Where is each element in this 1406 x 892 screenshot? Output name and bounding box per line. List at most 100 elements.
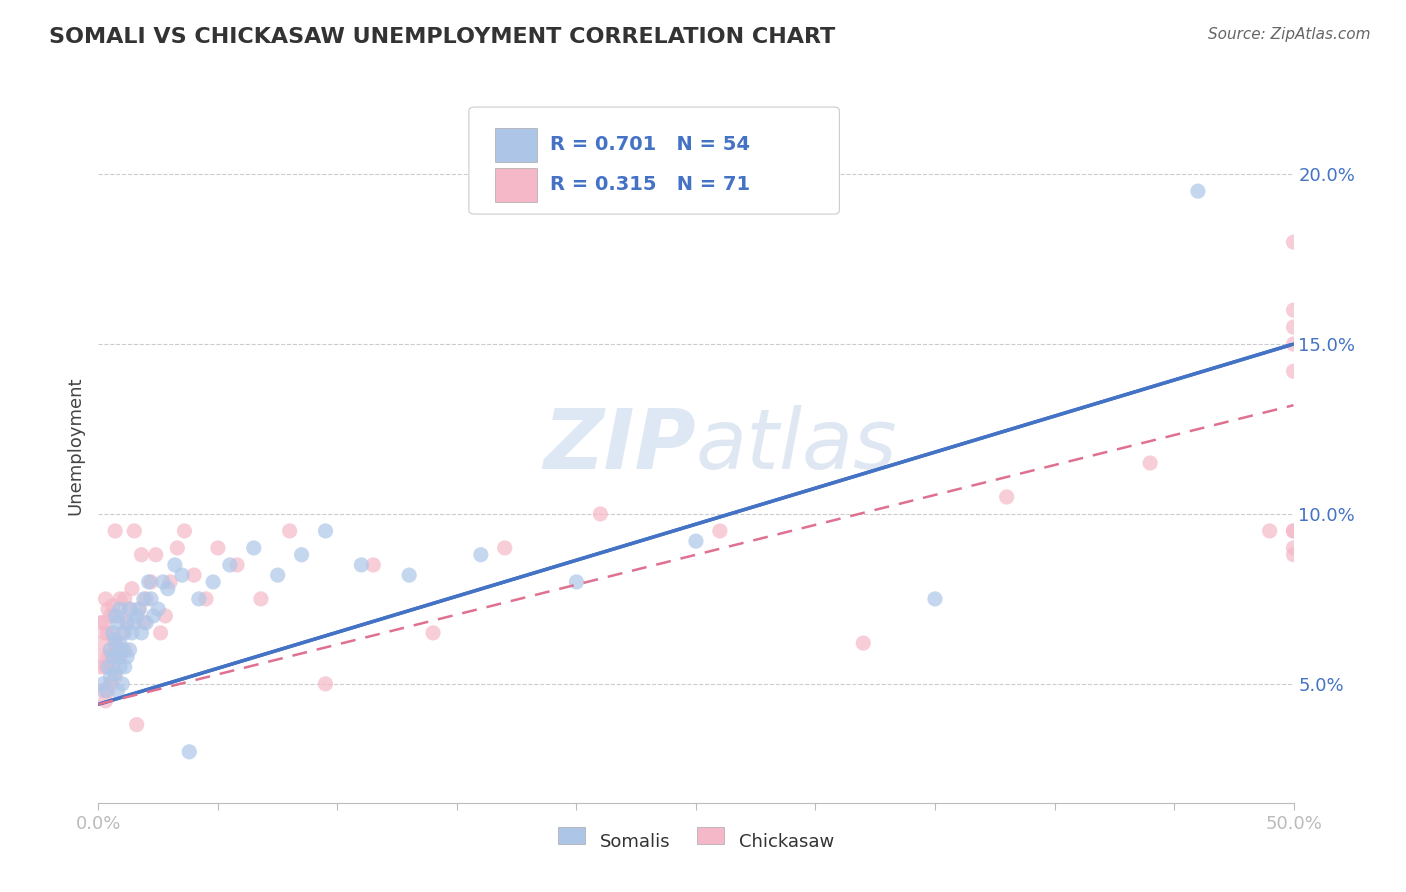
Point bbox=[709, 524, 731, 538]
Point bbox=[111, 643, 134, 657]
Point bbox=[91, 649, 114, 664]
Point bbox=[104, 632, 127, 647]
Point bbox=[1282, 524, 1305, 538]
Point bbox=[219, 558, 242, 572]
Point bbox=[207, 541, 229, 555]
Point bbox=[155, 608, 177, 623]
Point bbox=[114, 660, 136, 674]
Point bbox=[135, 615, 157, 630]
Point bbox=[101, 660, 124, 674]
FancyBboxPatch shape bbox=[495, 168, 537, 202]
Point bbox=[94, 660, 117, 674]
Point bbox=[1282, 364, 1305, 378]
Point bbox=[97, 649, 120, 664]
Point bbox=[108, 591, 131, 606]
Point bbox=[291, 548, 314, 562]
Point bbox=[315, 524, 337, 538]
Point bbox=[94, 694, 117, 708]
Point bbox=[470, 548, 492, 562]
Point bbox=[121, 582, 143, 596]
Point bbox=[94, 626, 117, 640]
Point bbox=[125, 717, 148, 731]
Point bbox=[195, 591, 218, 606]
Point bbox=[114, 643, 136, 657]
Point bbox=[98, 677, 122, 691]
Point bbox=[135, 591, 157, 606]
Point bbox=[128, 602, 150, 616]
Point bbox=[1282, 524, 1305, 538]
Point bbox=[101, 626, 124, 640]
Point bbox=[111, 677, 134, 691]
Point bbox=[90, 615, 112, 630]
Point bbox=[398, 568, 420, 582]
Point bbox=[1282, 303, 1305, 318]
Point bbox=[132, 615, 155, 630]
Point bbox=[115, 649, 138, 664]
Point bbox=[118, 602, 141, 616]
Point bbox=[87, 636, 110, 650]
FancyBboxPatch shape bbox=[495, 128, 537, 162]
Point bbox=[107, 643, 129, 657]
Text: R = 0.315   N = 71: R = 0.315 N = 71 bbox=[550, 176, 751, 194]
Point bbox=[131, 626, 153, 640]
Point bbox=[145, 548, 167, 562]
Point bbox=[108, 649, 131, 664]
Point bbox=[1258, 524, 1281, 538]
Point bbox=[852, 636, 875, 650]
Point bbox=[148, 602, 170, 616]
Point bbox=[565, 574, 588, 589]
Point bbox=[94, 591, 117, 606]
Point bbox=[589, 507, 612, 521]
Point bbox=[101, 649, 124, 664]
Point bbox=[149, 626, 172, 640]
Point bbox=[1139, 456, 1161, 470]
Point bbox=[107, 615, 129, 630]
Text: R = 0.701   N = 54: R = 0.701 N = 54 bbox=[550, 136, 751, 154]
Point bbox=[1282, 320, 1305, 334]
Point bbox=[172, 568, 194, 582]
Point bbox=[101, 632, 124, 647]
Point bbox=[108, 660, 131, 674]
Point bbox=[152, 574, 174, 589]
Point bbox=[104, 524, 127, 538]
Point bbox=[139, 574, 162, 589]
Point bbox=[173, 524, 195, 538]
Point bbox=[183, 568, 205, 582]
Point bbox=[315, 677, 337, 691]
Point bbox=[104, 636, 127, 650]
Point bbox=[156, 582, 179, 596]
Point bbox=[91, 615, 114, 630]
Point bbox=[202, 574, 225, 589]
Point bbox=[107, 649, 129, 664]
Point bbox=[108, 602, 131, 616]
Point bbox=[163, 558, 186, 572]
Point bbox=[924, 591, 946, 606]
Point bbox=[107, 683, 129, 698]
Point bbox=[1282, 548, 1305, 562]
Point bbox=[1282, 541, 1305, 555]
Y-axis label: Unemployment: Unemployment bbox=[66, 376, 84, 516]
Point bbox=[97, 626, 120, 640]
Point bbox=[139, 591, 162, 606]
Point bbox=[124, 524, 146, 538]
Point bbox=[97, 660, 120, 674]
Point bbox=[108, 636, 131, 650]
Point bbox=[226, 558, 249, 572]
Point bbox=[138, 574, 160, 589]
Point bbox=[118, 602, 141, 616]
Point bbox=[1282, 337, 1305, 351]
Legend: Somalis, Chickasaw: Somalis, Chickasaw bbox=[551, 825, 841, 858]
Point bbox=[118, 643, 141, 657]
Point bbox=[114, 626, 136, 640]
Point bbox=[1187, 184, 1209, 198]
Text: Source: ZipAtlas.com: Source: ZipAtlas.com bbox=[1208, 27, 1371, 42]
Point bbox=[97, 683, 120, 698]
Point bbox=[995, 490, 1018, 504]
Point bbox=[128, 602, 150, 616]
Point bbox=[115, 615, 138, 630]
Point bbox=[131, 548, 153, 562]
Point bbox=[98, 608, 122, 623]
Point bbox=[422, 626, 444, 640]
Point bbox=[132, 591, 155, 606]
Point bbox=[159, 574, 181, 589]
